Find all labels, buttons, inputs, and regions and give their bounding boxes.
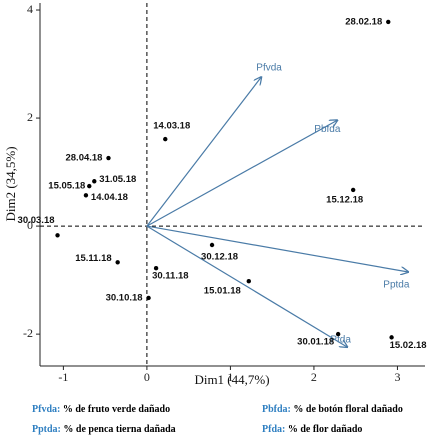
- point-label: 15.05.18: [48, 181, 85, 192]
- point: [87, 183, 92, 189]
- point: [83, 193, 89, 198]
- vector-label: Pfda: [330, 335, 351, 346]
- vector-label: Pbfda: [314, 124, 341, 135]
- point: [386, 19, 391, 25]
- point-label: 28.02.18: [345, 16, 382, 27]
- point-label: 15.01.18: [204, 286, 241, 297]
- point: [153, 266, 159, 271]
- footnote-text: % de botón floral dañado: [291, 404, 403, 415]
- footnote: Pbfda: % de botón floral dañado: [262, 404, 403, 415]
- point-label: 15.02.18: [390, 340, 427, 351]
- point: [55, 233, 60, 238]
- point-label: 30.11.18: [152, 271, 188, 282]
- point-label: 30.01.18: [297, 337, 334, 348]
- x-tick-label: 0: [144, 370, 150, 384]
- point: [389, 335, 394, 340]
- point: [106, 155, 111, 161]
- x-tick-label: -1: [58, 370, 68, 384]
- footnote-abbr: Pfvda:: [32, 404, 60, 415]
- footnote: Pfda: % de flor dañado: [262, 424, 362, 435]
- point: [146, 295, 151, 301]
- footnote-abbr: Pfda:: [262, 424, 285, 435]
- point: [335, 331, 341, 337]
- y-tick-label: -2: [23, 326, 33, 340]
- point: [163, 136, 168, 142]
- point-label: 30.03.18: [18, 215, 55, 226]
- loading-vector: [146, 225, 408, 272]
- footnote: Pfvda: % de fruto verde dañado: [32, 404, 170, 415]
- footnote-abbr: Pptda:: [32, 424, 61, 435]
- point-label: 14.03.18: [153, 121, 190, 132]
- vector-label: Pfvda: [256, 63, 282, 74]
- vector-label: Pptda: [383, 280, 410, 291]
- point-label: 30.12.18: [201, 252, 238, 263]
- point: [246, 278, 251, 284]
- point: [115, 260, 120, 265]
- x-axis-title: Dim1 (44,7%): [194, 372, 269, 387]
- x-tick-label: 2: [311, 370, 317, 384]
- point-label: 15.12.18: [326, 194, 363, 205]
- y-tick-label: 0: [27, 218, 33, 232]
- point: [209, 242, 215, 248]
- y-tick-label: 2: [27, 110, 33, 124]
- y-axis-title: Dim2 (34,5%): [3, 146, 18, 221]
- point: [92, 179, 97, 184]
- point-label: 15.11.18: [75, 253, 111, 264]
- y-tick-label: 4: [27, 2, 33, 16]
- loading-vector: [146, 225, 347, 347]
- footnote: Pptda: % de penca tierna dañada: [32, 424, 176, 435]
- point-label: 14.04.18: [91, 192, 128, 203]
- loading-vector: [146, 77, 261, 227]
- point: [350, 187, 356, 193]
- loading-vector: [146, 120, 337, 227]
- footnote-text: % de flor dañado: [285, 424, 362, 435]
- footnote-text: % de fruto verde dañado: [60, 404, 170, 415]
- footnote-text: % de penca tierna dañada: [61, 424, 176, 435]
- point-label: 28.04.18: [65, 153, 102, 164]
- x-tick-label: 3: [394, 370, 400, 384]
- point-label: 31.05.18: [99, 174, 136, 185]
- x-tick-label: 1: [227, 370, 233, 384]
- point-label: 30.10.18: [106, 292, 143, 303]
- footnote-abbr: Pbfda:: [262, 404, 291, 415]
